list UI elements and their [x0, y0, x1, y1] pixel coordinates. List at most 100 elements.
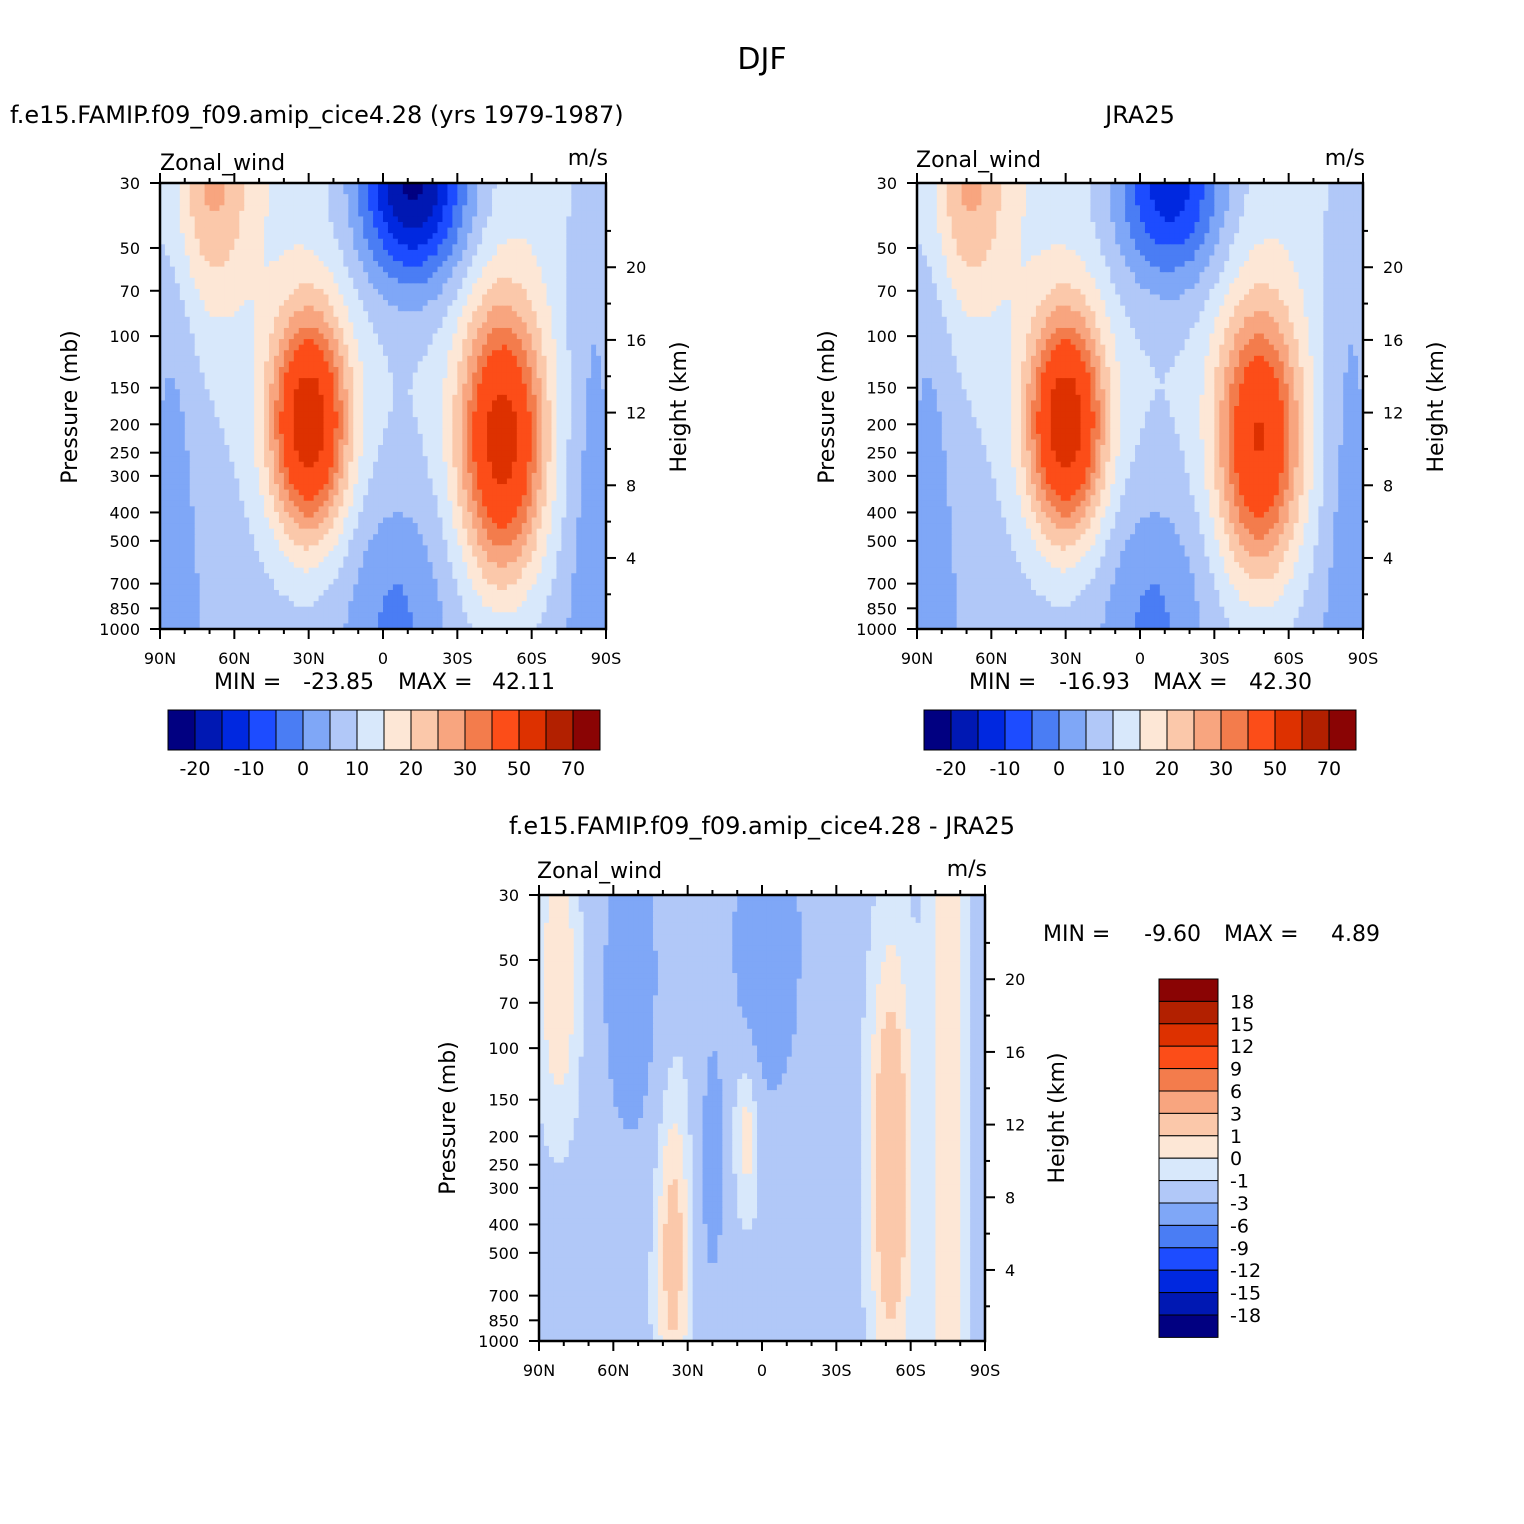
field-cell: [160, 478, 166, 485]
field-cell: [427, 484, 434, 491]
field-cell: [467, 183, 473, 190]
field-cell: [536, 261, 543, 268]
field-cell: [457, 283, 463, 290]
field-cell: [472, 300, 478, 307]
field-cell: [556, 467, 562, 474]
field-cell: [383, 339, 389, 346]
field-cell: [516, 461, 523, 468]
field-cell: [378, 327, 384, 335]
field-cell: [224, 489, 230, 496]
field-cell: [204, 316, 211, 323]
field-cell: [383, 333, 389, 340]
field-cell: [328, 300, 335, 307]
field-cell: [387, 311, 394, 318]
field-cell: [571, 183, 577, 190]
field-cell: [353, 311, 359, 318]
field-cell: [526, 439, 533, 446]
field-cell: [353, 277, 359, 284]
field-cell: [209, 411, 216, 418]
field-cell: [586, 283, 592, 290]
field-cell: [541, 283, 548, 290]
field-cell: [447, 238, 453, 245]
field-cell: [174, 394, 181, 402]
field-cell: [566, 277, 572, 284]
field-cell: [412, 333, 419, 340]
field-cell: [571, 339, 577, 346]
field-cell: [189, 383, 196, 390]
field-cell: [492, 450, 498, 457]
field-cell: [353, 210, 359, 218]
field-cell: [174, 456, 181, 463]
field-cell: [219, 450, 226, 457]
field-cell: [229, 327, 235, 335]
field-cell: [358, 467, 364, 474]
field-cell: [596, 472, 602, 480]
field-cell: [298, 238, 305, 245]
field-cell: [363, 277, 369, 284]
field-cell: [586, 467, 592, 474]
field-cell: [576, 294, 582, 301]
field-cell: [551, 355, 558, 362]
field-cell: [368, 311, 374, 318]
field-cell: [169, 472, 176, 480]
field-cell: [492, 327, 498, 335]
field-cell: [422, 461, 429, 468]
field-cell: [462, 456, 468, 463]
field-cell: [244, 244, 250, 251]
field-cell: [288, 227, 295, 234]
field-cell: [452, 344, 458, 351]
field-cell: [387, 194, 394, 201]
field-cell: [561, 355, 567, 362]
field-cell: [601, 484, 607, 491]
field-cell: [397, 194, 404, 201]
field-cell: [506, 389, 513, 396]
field-cell: [412, 400, 419, 407]
field-cell: [214, 484, 221, 491]
field-cell: [348, 411, 354, 418]
field-cell: [526, 428, 533, 435]
field-cell: [457, 194, 463, 201]
field-cell: [536, 350, 543, 357]
field-cell: [318, 288, 325, 296]
field-cell: [363, 294, 369, 301]
field-cell: [452, 205, 458, 212]
field-cell: [244, 249, 250, 257]
field-cell: [249, 400, 255, 407]
field-cell: [397, 366, 404, 374]
field-cell: [591, 300, 597, 307]
field-cell: [313, 450, 320, 457]
field-cell: [313, 183, 320, 190]
field-cell: [209, 489, 216, 496]
field-cell: [496, 406, 503, 413]
field-cell: [283, 484, 290, 491]
field-cell: [556, 350, 562, 357]
field-cell: [214, 288, 221, 296]
field-cell: [596, 344, 602, 351]
field-cell: [601, 199, 607, 206]
field-cell: [546, 456, 553, 463]
field-cell: [249, 322, 255, 329]
field-cell: [189, 205, 196, 212]
field-cell: [556, 428, 562, 435]
field-cell: [601, 244, 607, 251]
field-cell: [358, 283, 364, 290]
field-cell: [343, 478, 349, 485]
field-cell: [402, 366, 409, 374]
field-cell: [234, 183, 240, 190]
field-cell: [556, 333, 562, 340]
field-cell: [333, 188, 339, 195]
field-cell: [308, 433, 315, 441]
field-cell: [516, 333, 523, 340]
field-cell: [482, 311, 488, 318]
field-cell: [174, 372, 181, 379]
field-cell: [487, 216, 493, 223]
field-cell: [313, 484, 320, 491]
field-cell: [601, 205, 607, 212]
field-cell: [323, 188, 330, 195]
field-cell: [160, 383, 166, 390]
field-cell: [378, 216, 384, 223]
field-cell: [551, 199, 558, 206]
field-cell: [586, 344, 592, 351]
field-cell: [160, 355, 166, 362]
field-cell: [506, 366, 513, 374]
